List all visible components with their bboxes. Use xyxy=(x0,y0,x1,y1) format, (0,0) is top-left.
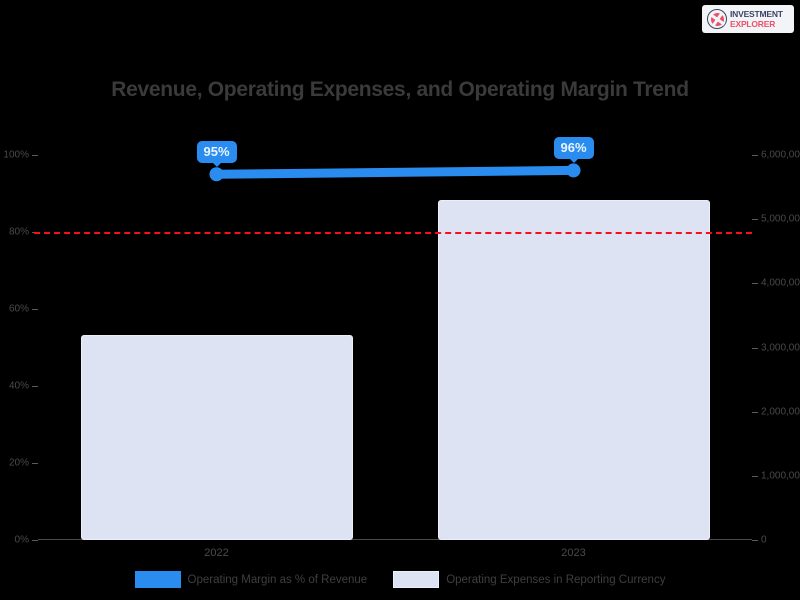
chart-legend: Operating Margin as % of Revenue Operatin… xyxy=(0,571,800,588)
right-axis-label: 5,000,000 xyxy=(761,213,800,225)
right-axis-label: 6,000,000 xyxy=(761,149,800,161)
line-marker xyxy=(209,167,224,182)
line-series xyxy=(209,163,581,182)
right-axis-label: 4,000,000 xyxy=(761,277,800,289)
right-axis-tick xyxy=(752,283,758,285)
category-label: 2023 xyxy=(561,547,586,559)
right-axis-tick xyxy=(752,540,758,541)
right-axis-label: 0 xyxy=(761,534,767,546)
logo-text: INVESTMENT EXPLORER xyxy=(730,10,783,28)
line-marker xyxy=(566,163,581,178)
logo-line-1: INVESTMENT xyxy=(730,9,783,19)
right-axis-label: 2,000,000 xyxy=(761,406,800,418)
legend-label: Operating Margin as % of Revenue xyxy=(187,573,368,586)
bar xyxy=(80,334,353,540)
data-label: 96% xyxy=(553,137,594,164)
left-axis-label: 100% xyxy=(3,149,29,161)
line-path xyxy=(212,165,578,179)
category-label: 2022 xyxy=(204,547,229,559)
right-axis-tick xyxy=(752,347,758,349)
legend-swatch xyxy=(134,571,181,588)
left-axis-tick xyxy=(32,463,38,464)
circular-swirl-logo-icon xyxy=(706,8,728,30)
chart-title: Revenue, Operating Expenses, and Operati… xyxy=(111,78,689,101)
legend-swatch xyxy=(393,571,440,588)
right-axis-label: 1,000,000 xyxy=(761,470,800,482)
right-axis-tick xyxy=(752,475,758,477)
logo-line-2: EXPLORER xyxy=(730,18,776,29)
left-axis-label: 0% xyxy=(14,534,29,546)
right-axis-tick xyxy=(752,411,758,413)
right-axis-tick xyxy=(752,219,758,221)
left-axis-label: 20% xyxy=(8,457,29,469)
left-axis-tick xyxy=(32,386,38,387)
brand-logo: INVESTMENT EXPLORER xyxy=(702,5,794,33)
plot-area: 0% 20% 40% 60% 80% 100% 0 1,000,000 2,000,000 3,… xyxy=(3,137,800,546)
data-label: 95% xyxy=(196,141,237,168)
left-axis-label: 60% xyxy=(8,303,29,315)
left-axis-tick xyxy=(32,155,38,156)
reference-line xyxy=(34,232,752,234)
left-axis-label: 40% xyxy=(8,380,29,392)
bar xyxy=(437,199,710,540)
left-axis-tick xyxy=(32,309,38,310)
legend-item[interactable]: Operating Margin as % of Revenue xyxy=(134,571,368,588)
left-axis-tick xyxy=(32,540,38,541)
right-axis-label: 3,000,000 xyxy=(761,342,800,353)
legend-item[interactable]: Operating Expenses in Reporting Currency xyxy=(393,571,665,588)
right-axis-tick xyxy=(752,155,758,156)
x-axis-baseline xyxy=(38,539,752,540)
left-axis-label: 80% xyxy=(8,226,29,238)
legend-label: Operating Expenses in Reporting Currency xyxy=(446,573,666,586)
